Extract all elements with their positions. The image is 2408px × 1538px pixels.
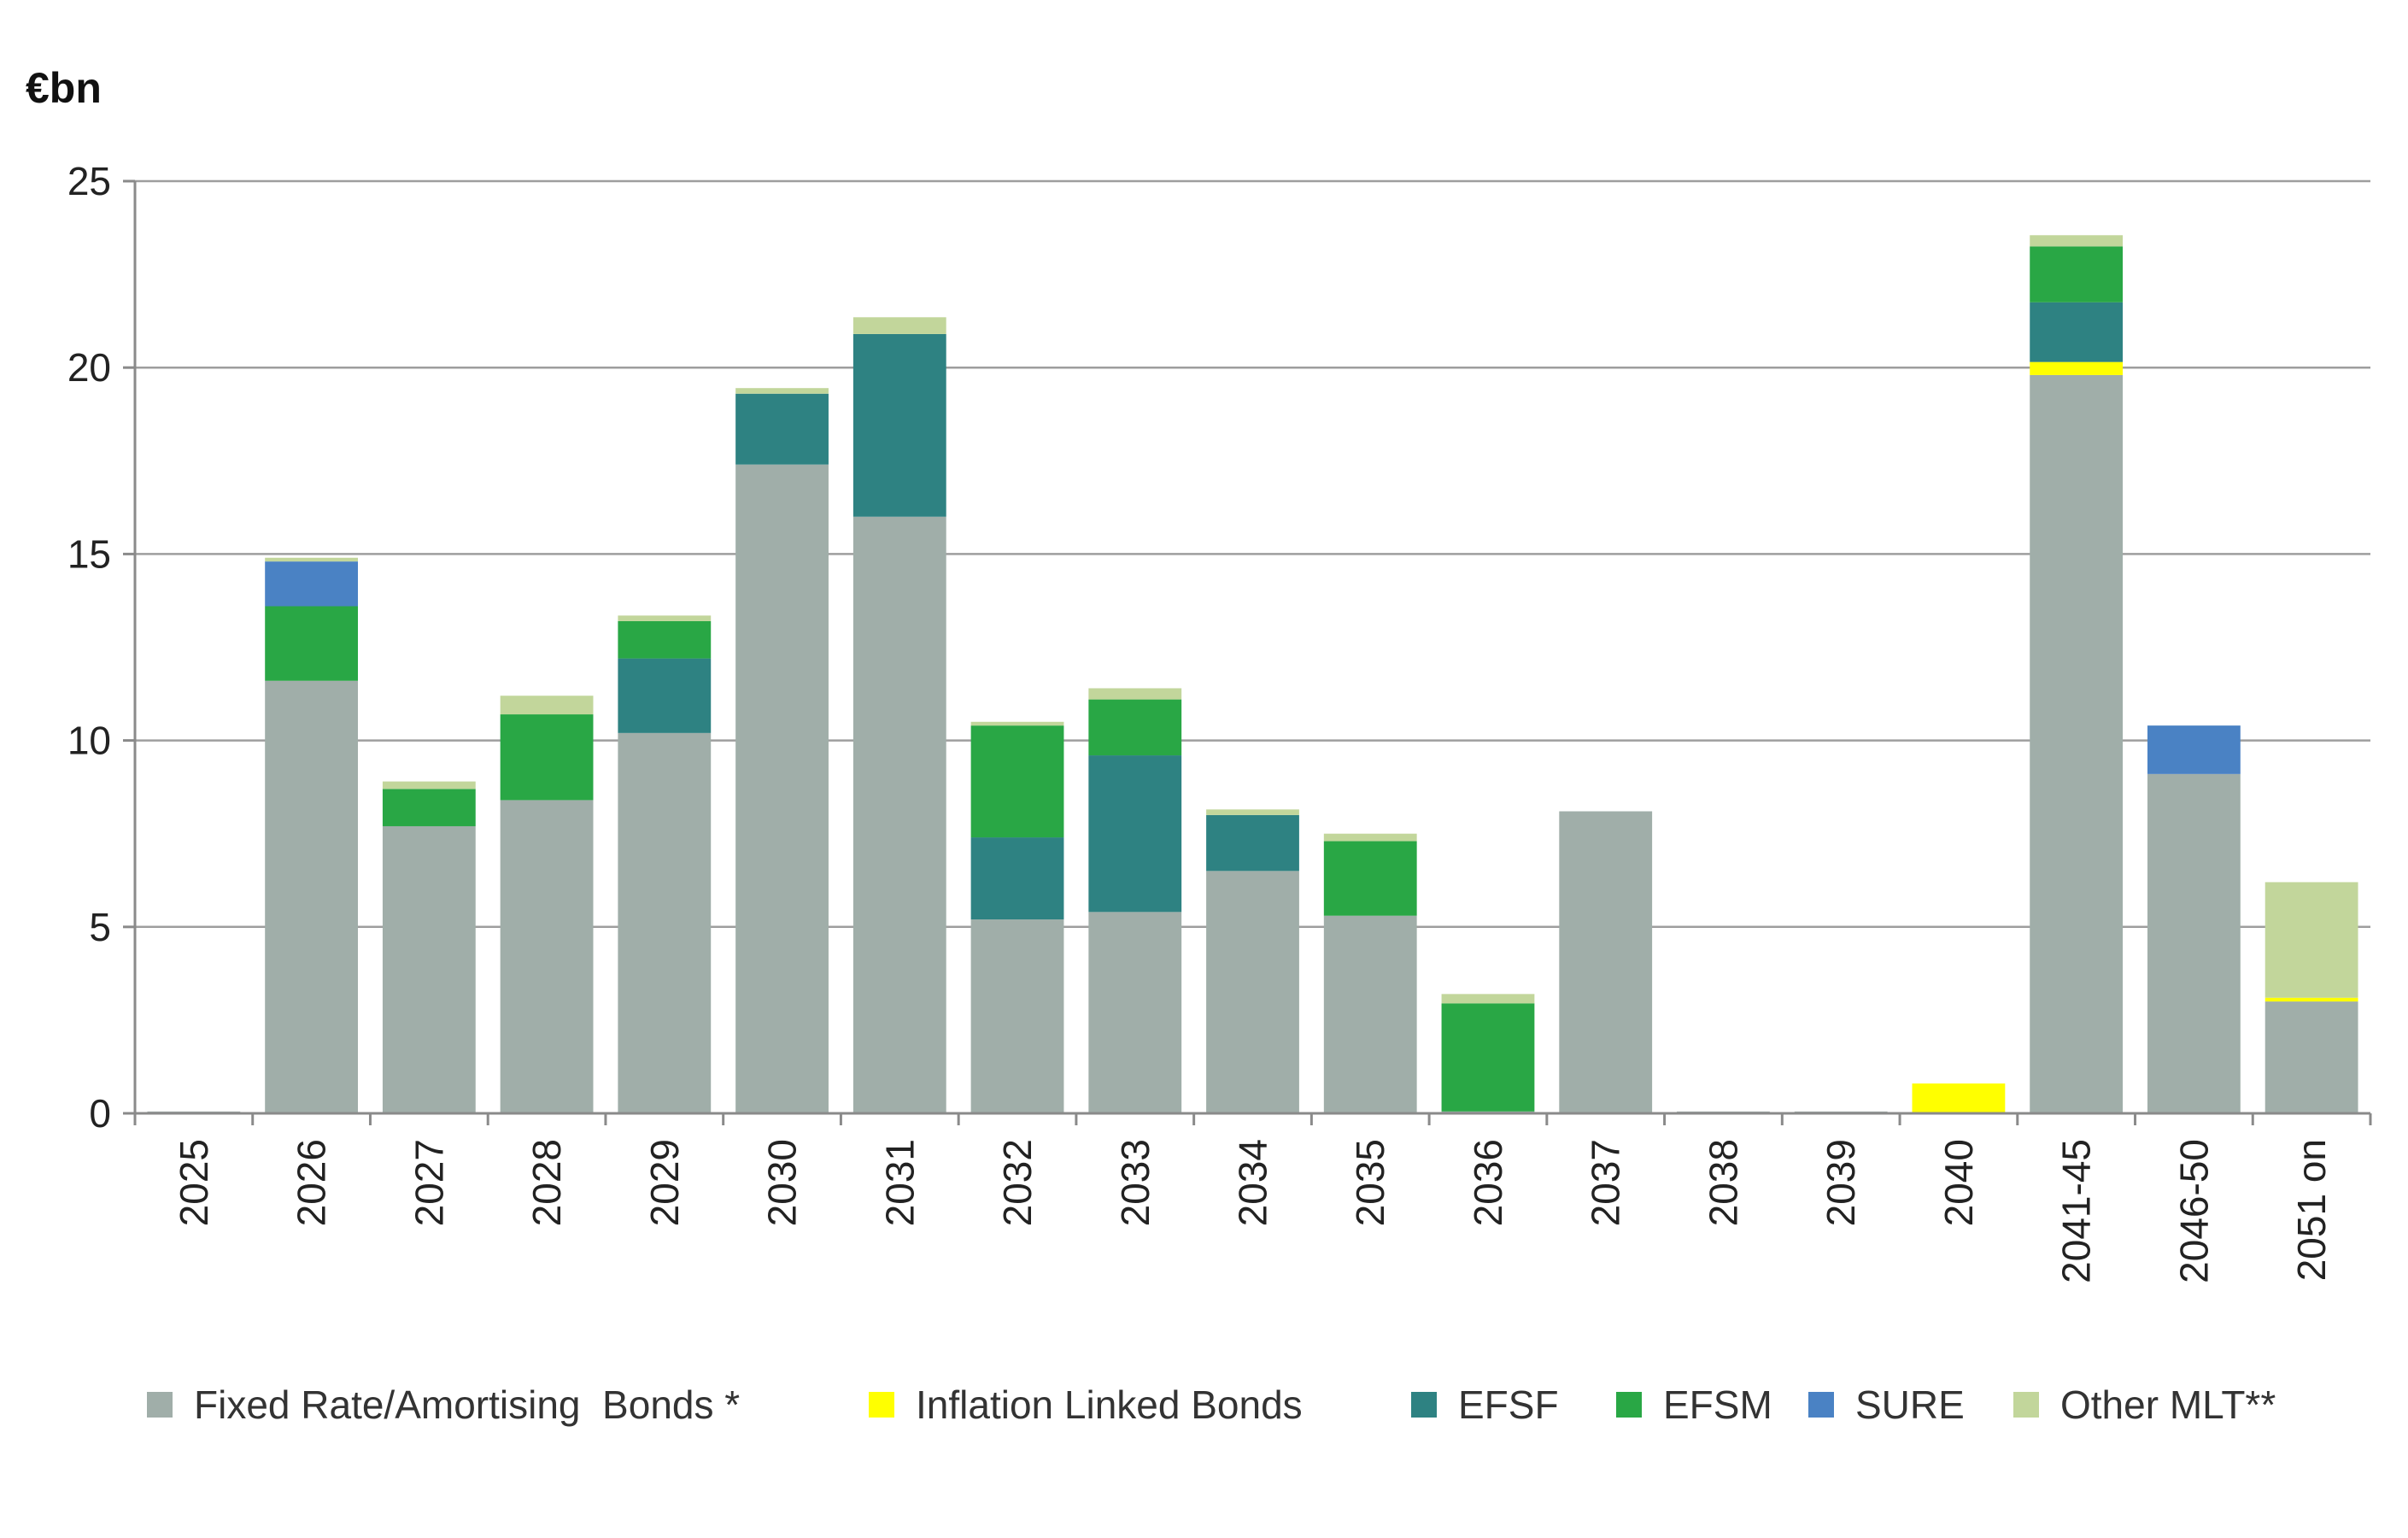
bar-segment bbox=[735, 464, 829, 1113]
y-axis-unit-label: €bn bbox=[26, 64, 102, 112]
bar-segment bbox=[1323, 841, 1417, 916]
y-tick-label: 25 bbox=[67, 159, 111, 203]
bar-segment bbox=[265, 680, 359, 1113]
legend-label: EFSM bbox=[1663, 1382, 1772, 1427]
x-category-label: 2030 bbox=[760, 1139, 805, 1226]
y-tick-label: 0 bbox=[89, 1091, 111, 1136]
bar-segment bbox=[1206, 814, 1299, 872]
x-axis-category-labels: 2025 2026 2027 2028 2029 2030 2031 2032 2033 2034… bbox=[172, 1139, 2334, 1283]
legend-swatch bbox=[2013, 1392, 2039, 1418]
x-category-label: 2026 bbox=[290, 1139, 334, 1226]
bar-segment bbox=[618, 620, 712, 659]
x-category-label: 2041-45 bbox=[2054, 1139, 2099, 1283]
bar-segment bbox=[1206, 809, 1299, 815]
x-category-label: 2046-50 bbox=[2171, 1139, 2216, 1283]
legend-swatch bbox=[869, 1392, 894, 1418]
x-category-label: 2034 bbox=[1231, 1139, 1275, 1226]
bar-segment bbox=[500, 714, 594, 801]
bar-segment bbox=[852, 317, 946, 334]
bar-segment bbox=[265, 557, 359, 562]
bar-segment bbox=[618, 732, 712, 1113]
bars bbox=[147, 235, 2358, 1114]
x-category-label: 2036 bbox=[1466, 1139, 1510, 1226]
x-category-label: 2025 bbox=[172, 1139, 216, 1226]
bar-segment bbox=[618, 658, 712, 733]
legend-label: EFSF bbox=[1458, 1382, 1559, 1427]
x-category-label: 2039 bbox=[1819, 1139, 1863, 1226]
x-category-label: 2033 bbox=[1113, 1139, 1157, 1226]
x-category-label: 2031 bbox=[877, 1139, 922, 1226]
bar-segment bbox=[2147, 773, 2241, 1113]
bar-segment bbox=[2264, 997, 2358, 1002]
bar-segment bbox=[970, 837, 1064, 920]
bar-segment bbox=[1088, 755, 1182, 913]
y-tick-label: 15 bbox=[67, 531, 111, 576]
bar-segment bbox=[265, 561, 359, 607]
bar-segment bbox=[970, 919, 1064, 1113]
x-category-label: 2038 bbox=[1701, 1139, 1745, 1226]
bar-segment bbox=[2264, 882, 2358, 998]
bar-segment bbox=[852, 516, 946, 1113]
y-tick-label: 5 bbox=[89, 905, 111, 949]
bar-segment bbox=[1206, 871, 1299, 1113]
bar-segment bbox=[2030, 374, 2124, 1114]
bar-segment bbox=[970, 725, 1064, 838]
bar-segment bbox=[2147, 725, 2241, 774]
legend-label: Other MLT** bbox=[2060, 1382, 2276, 1427]
x-category-label: 2051 on bbox=[2289, 1139, 2334, 1281]
bar-segment bbox=[970, 721, 1064, 726]
legend-label: Inflation Linked Bonds bbox=[916, 1382, 1303, 1427]
x-category-label: 2032 bbox=[995, 1139, 1040, 1226]
bar-segment bbox=[1559, 811, 1653, 1113]
bar-segment bbox=[382, 825, 476, 1113]
bar-segment bbox=[1323, 833, 1417, 842]
legend-swatch bbox=[1616, 1392, 1642, 1418]
bar-segment bbox=[2030, 361, 2124, 375]
bar-segment bbox=[500, 696, 594, 715]
bar-segment bbox=[500, 800, 594, 1113]
x-category-label: 2040 bbox=[1936, 1139, 1981, 1226]
bar-segment bbox=[852, 333, 946, 517]
bar-segment bbox=[2030, 246, 2124, 302]
bar-segment bbox=[618, 615, 712, 621]
x-category-label: 2037 bbox=[1584, 1139, 1628, 1226]
bar-segment bbox=[1323, 915, 1417, 1113]
bar-segment bbox=[1088, 699, 1182, 756]
bar-segment bbox=[1912, 1083, 2006, 1113]
legend-label: Fixed Rate/Amortising Bonds * bbox=[194, 1382, 740, 1427]
legend-label: SURE bbox=[1855, 1382, 1965, 1427]
x-category-label: 2029 bbox=[642, 1139, 687, 1226]
bar-segment bbox=[1088, 688, 1182, 700]
bar-segment bbox=[2030, 235, 2124, 247]
bar-segment bbox=[382, 781, 476, 790]
bar-segment bbox=[2264, 1001, 2358, 1113]
bar-segment bbox=[1088, 912, 1182, 1113]
bar-segment bbox=[2030, 302, 2124, 362]
bar-segment bbox=[1441, 1003, 1535, 1112]
legend-swatch bbox=[1808, 1392, 1834, 1418]
legend: Fixed Rate/Amortising Bonds * Inflation L… bbox=[147, 1382, 2276, 1427]
x-category-label: 2035 bbox=[1348, 1139, 1392, 1226]
bar-segment bbox=[735, 393, 829, 465]
legend-swatch bbox=[1411, 1392, 1437, 1418]
x-category-label: 2028 bbox=[524, 1139, 569, 1226]
y-tick-label: 10 bbox=[67, 719, 111, 763]
bar-segment bbox=[265, 606, 359, 681]
legend-swatch bbox=[147, 1392, 173, 1418]
bar-segment bbox=[382, 789, 476, 826]
x-category-label: 2027 bbox=[407, 1139, 451, 1226]
y-axis-ticks: 0 5 10 15 20 25 bbox=[67, 159, 111, 1136]
bar-segment bbox=[735, 388, 829, 394]
axes bbox=[123, 179, 2372, 1125]
bar-segment bbox=[1441, 994, 1535, 1004]
y-tick-label: 20 bbox=[67, 345, 111, 390]
